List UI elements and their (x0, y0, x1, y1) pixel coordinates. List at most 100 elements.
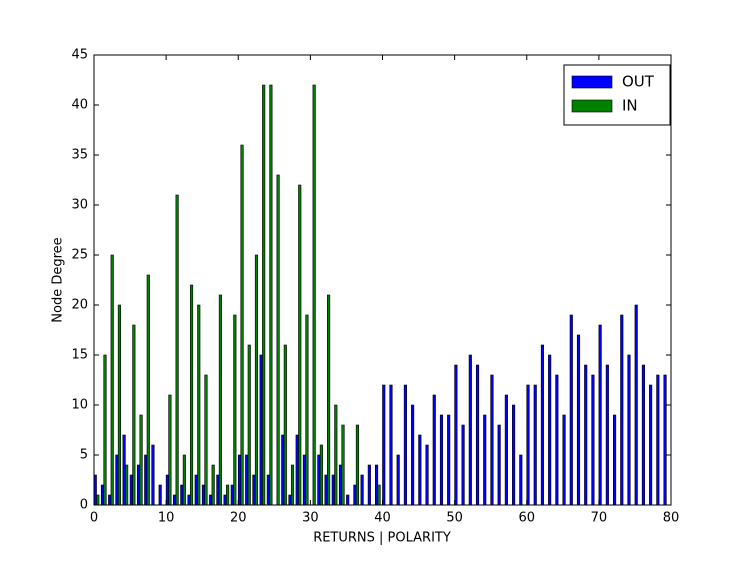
bar (548, 354, 552, 506)
bar (312, 84, 316, 506)
x-tick-label: 40 (374, 511, 391, 526)
bar (483, 414, 487, 506)
bar (187, 494, 191, 506)
bar (327, 294, 331, 506)
x-axis-label: RETURNS | POLARITY (313, 531, 451, 546)
bar (418, 434, 422, 506)
bar (555, 374, 559, 506)
bar (605, 364, 609, 506)
bar (663, 374, 667, 506)
bar (144, 454, 148, 506)
bar (403, 384, 407, 506)
bar (247, 344, 251, 506)
bar (411, 404, 415, 506)
bar (353, 484, 357, 506)
bar (468, 354, 472, 506)
y-tick-label: 40 (71, 98, 88, 113)
bar (319, 444, 323, 506)
bar (338, 464, 343, 506)
bar (302, 454, 306, 506)
bar (233, 314, 237, 506)
y-tick-label: 25 (71, 248, 88, 263)
bar (129, 474, 133, 506)
bar (377, 484, 381, 506)
y-axis-label: Node Degree (51, 237, 66, 322)
bar (519, 454, 523, 506)
bar (569, 314, 573, 506)
bar (298, 184, 302, 506)
bar (201, 484, 206, 506)
bar (281, 434, 285, 506)
bar (634, 304, 638, 506)
bar (396, 454, 400, 506)
bar (240, 144, 244, 506)
bar (346, 494, 350, 506)
bar (230, 484, 234, 506)
bar (115, 454, 119, 506)
bar (269, 84, 273, 506)
bar (266, 474, 270, 506)
bar (341, 424, 345, 506)
y-tick-label: 10 (71, 398, 88, 413)
x-tick-label: 80 (663, 511, 680, 526)
bar (540, 344, 544, 506)
bar (461, 424, 465, 506)
bar (649, 384, 653, 506)
bar (132, 324, 136, 506)
bar (125, 464, 129, 506)
bar (96, 494, 100, 506)
bar (432, 394, 436, 506)
x-tick-label: 10 (158, 511, 175, 526)
bar (360, 474, 364, 506)
y-tick-label: 5 (80, 448, 88, 463)
bar (526, 384, 530, 506)
bar (182, 454, 186, 506)
bar (562, 414, 566, 506)
plot-frame (93, 54, 672, 506)
bar (122, 434, 126, 506)
bar (139, 414, 143, 506)
bar (331, 474, 335, 506)
bar (591, 374, 595, 506)
bar (262, 84, 266, 506)
bar (223, 494, 227, 506)
y-tick-label: 20 (71, 298, 88, 313)
bar (108, 494, 112, 506)
bar (194, 474, 198, 506)
bar (641, 364, 645, 506)
x-tick-label: 60 (518, 511, 535, 526)
y-tick-label: 35 (71, 148, 88, 163)
bar (173, 494, 177, 506)
bar (290, 464, 295, 506)
bar (197, 304, 201, 506)
legend-label: OUT (622, 73, 655, 91)
bar (512, 404, 516, 506)
y-tick-label: 45 (71, 48, 88, 63)
bar (204, 374, 208, 506)
bar (180, 484, 184, 506)
x-tick-label: 20 (230, 511, 247, 526)
y-tick-label: 30 (71, 198, 88, 213)
bar (295, 434, 299, 506)
y-tick-label: 0 (80, 498, 88, 513)
bar (211, 464, 215, 506)
bar (237, 454, 242, 506)
x-tick-label: 50 (446, 511, 463, 526)
legend-box (563, 64, 671, 126)
legend-swatch (571, 75, 613, 89)
bar (100, 484, 105, 506)
bar (475, 364, 480, 506)
bar (146, 274, 150, 506)
bar (175, 194, 179, 506)
bar (252, 474, 256, 506)
x-tick-label: 0 (90, 511, 98, 526)
bar (245, 454, 249, 506)
bar (216, 474, 220, 506)
x-tick-label: 30 (302, 511, 319, 526)
bar (288, 494, 292, 506)
bar (209, 494, 213, 506)
bar (504, 394, 508, 506)
bar (324, 474, 328, 506)
bar (627, 354, 631, 506)
